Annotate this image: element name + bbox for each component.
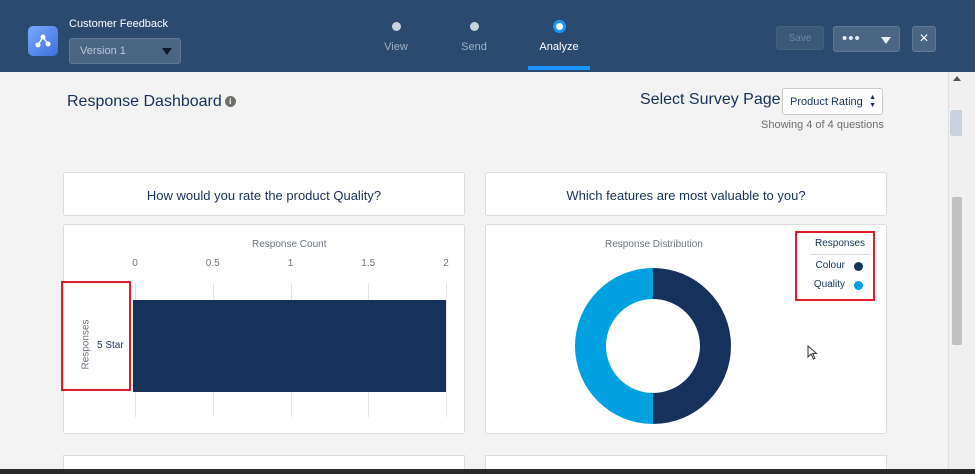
bar[interactable] xyxy=(133,300,446,392)
question-card-header-quality: How would you rate the product Quality? xyxy=(63,172,465,216)
step-label: View xyxy=(384,41,408,53)
donut-chart xyxy=(575,268,731,424)
chart-title: Response Distribution xyxy=(605,239,703,250)
highlight-box xyxy=(61,281,131,391)
info-icon[interactable]: i xyxy=(224,96,236,108)
builder-header: Customer Feedback Version 1 View Send An… xyxy=(0,0,975,72)
x-tick-label: 1 xyxy=(287,258,294,269)
donut-slice-colour[interactable] xyxy=(653,268,731,424)
legend-item-label: Quality xyxy=(813,279,845,290)
step-analyze[interactable]: Analyze xyxy=(524,20,594,53)
question-title: Which features are most valuable to you? xyxy=(566,188,806,203)
legend-title: Responses xyxy=(815,238,866,249)
legend-divider xyxy=(810,254,870,255)
dashboard-title-text: Response Dashboard xyxy=(67,93,222,110)
save-button[interactable]: Save xyxy=(776,26,824,50)
chevron-down-icon xyxy=(162,48,172,55)
step-dot-icon xyxy=(391,22,401,31)
step-send[interactable]: Send xyxy=(439,22,509,53)
vertical-scrollbar[interactable] xyxy=(948,72,975,474)
survey-page-label: Select Survey Page xyxy=(640,91,781,108)
page-title: Response Dashboard i xyxy=(67,93,236,111)
chart-title: Response Count xyxy=(252,239,327,250)
donut-chart-card: Response Distribution Responses Colour Qu… xyxy=(485,224,887,434)
x-tick-label: 0 xyxy=(132,258,138,269)
step-label: Analyze xyxy=(539,41,579,53)
bar-chart-card: Response Count 0 0.5 1 1.5 2 5 Star Responses xyxy=(61,224,465,434)
question-count-text: Showing 4 of 4 questions xyxy=(761,119,884,131)
legend-item-label: Colour xyxy=(815,260,845,271)
legend-dot-icon xyxy=(854,262,863,271)
more-actions-button[interactable]: ••• xyxy=(833,26,900,52)
more-dots-icon: ••• xyxy=(842,30,861,47)
version-select-value: Version 1 xyxy=(80,45,126,57)
select-arrows-icon: ▲ ▼ xyxy=(869,94,876,109)
survey-page-select[interactable]: Product Rating ▲ ▼ xyxy=(782,88,883,115)
mouse-cursor-icon xyxy=(807,345,818,360)
legend-dot-icon xyxy=(854,281,863,290)
survey-page-value: Product Rating xyxy=(790,96,863,108)
app-title: Customer Feedback xyxy=(69,18,169,30)
side-panel-toggle[interactable] xyxy=(950,110,962,136)
gridline xyxy=(446,283,447,417)
dashboard-content: Response Dashboard i Select Survey Page P… xyxy=(0,72,948,474)
question-title: How would you rate the product Quality? xyxy=(146,188,382,203)
app-logo-icon xyxy=(28,26,58,56)
category-label: 5 Star xyxy=(97,340,124,351)
x-tick-label: 2 xyxy=(443,258,449,269)
close-button[interactable]: × xyxy=(912,26,936,52)
x-tick-label: 1.5 xyxy=(361,258,376,269)
scroll-up-icon[interactable] xyxy=(953,76,961,81)
step-dot-active-icon xyxy=(552,20,566,33)
scrollbar-thumb[interactable] xyxy=(952,197,962,345)
step-view[interactable]: View xyxy=(361,22,431,53)
chevron-down-icon xyxy=(881,37,891,44)
step-dot-icon xyxy=(469,22,479,31)
step-label: Send xyxy=(461,41,487,53)
active-step-indicator xyxy=(528,66,590,70)
version-select[interactable]: Version 1 xyxy=(69,38,181,64)
question-card-header-features: Which features are most valuable to you? xyxy=(485,172,887,216)
donut-slice-quality[interactable] xyxy=(575,268,653,424)
x-tick-label: 0.5 xyxy=(205,258,220,269)
os-taskbar xyxy=(0,469,975,474)
highlight-box xyxy=(795,231,875,301)
